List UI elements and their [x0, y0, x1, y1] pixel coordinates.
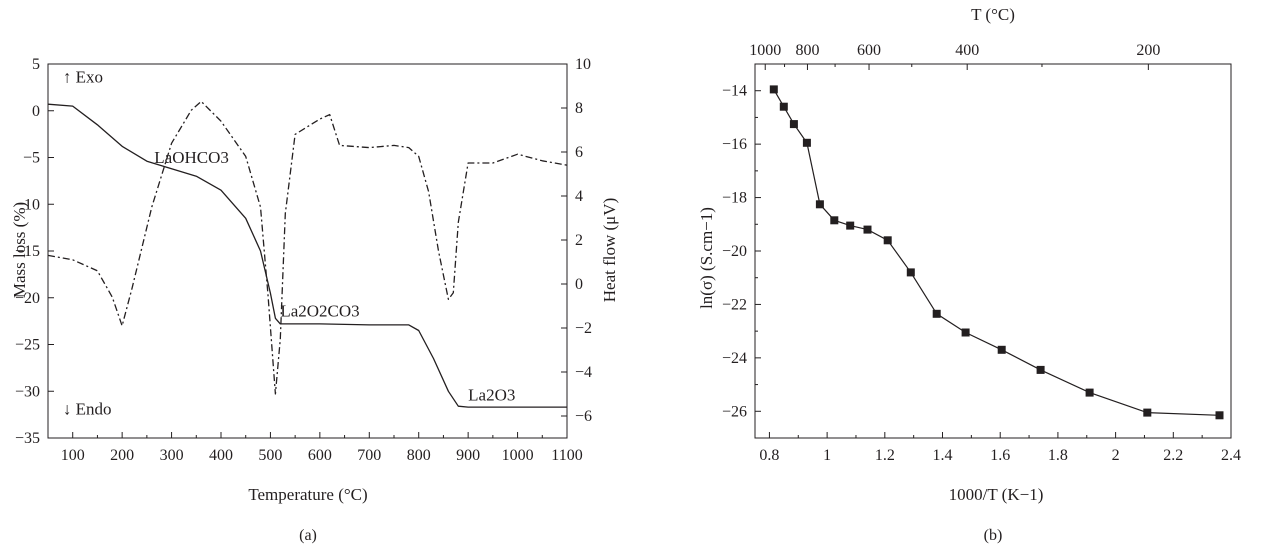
- data-point: [1085, 388, 1094, 397]
- top-tick-label-b: 800: [795, 42, 819, 59]
- y-ticks-right-a: 10 8 6 4 2 0 −2 −4 −6: [561, 56, 592, 425]
- data-point: [863, 225, 872, 234]
- y-tick-label-left-a: −10: [15, 196, 40, 213]
- y-tick-label-left-a: 5: [32, 56, 40, 73]
- x-tick-label-a: 600: [308, 447, 332, 464]
- plot-frame-b: [754, 63, 1232, 439]
- top-tick-label-b: 600: [857, 42, 881, 59]
- x-tick-label-b: 1.8: [1048, 447, 1068, 464]
- data-point: [830, 216, 839, 225]
- y-tick-label-left-a: −30: [15, 383, 40, 400]
- y-tick-label-left-a: −35: [15, 430, 40, 447]
- y-tick-label-right-a: 8: [575, 100, 583, 117]
- annotation-label-a: La2O3: [468, 386, 515, 405]
- y-tick-label-right-a: 2: [575, 232, 583, 249]
- top-tick-label-b: 200: [1136, 42, 1160, 59]
- y-tick-label-left-a: −25: [15, 337, 40, 354]
- y-tick-label-left-a: −15: [15, 243, 40, 260]
- y-axis-label-left-a: Mass loss (%): [10, 202, 29, 298]
- data-point: [932, 309, 941, 318]
- data-point: [883, 236, 892, 245]
- y-tick-label-b: −24: [722, 350, 747, 367]
- y-tick-label-left-a: 0: [32, 103, 40, 120]
- data-point: [1036, 365, 1045, 374]
- series-b: [769, 85, 1224, 420]
- series-a: [47, 100, 568, 408]
- annotation-label-a: LaOHCO3: [154, 148, 229, 167]
- plot-frame-a: [47, 63, 568, 439]
- annotation-label-a: ↑ Exo: [63, 68, 103, 87]
- chart-panel-b: 0.8 1 1.2 1.4 1.6 1.8 2 2.2 2.4 −14−16−18−20−22−…: [697, 5, 1241, 544]
- top-tick-label-b: 400: [955, 42, 979, 59]
- x-tick-label-a: 900: [456, 447, 480, 464]
- y-tick-label-b: −20: [722, 243, 747, 260]
- data-point: [779, 102, 788, 111]
- y-tick-label-right-a: 10: [575, 56, 591, 73]
- top-axis-label-b: T (°C): [971, 5, 1015, 24]
- y-ticks-left-a: 5 0 −5 −10 −15 −20 −25 −30 −35: [15, 56, 54, 447]
- x-tick-label-a: 1000: [502, 447, 534, 464]
- y-tick-label-right-a: −6: [575, 408, 592, 425]
- data-point: [906, 268, 915, 277]
- x-tick-label-a: 300: [160, 447, 184, 464]
- annotation-label-a: ↓ Endo: [63, 400, 112, 419]
- x-tick-label-a: 100: [61, 447, 85, 464]
- y-tick-label-left-a: −20: [15, 290, 40, 307]
- x-tick-label-b: 0.8: [759, 447, 779, 464]
- data-point: [802, 138, 811, 147]
- heat-flow-curve: [47, 100, 568, 395]
- annotations-a: ↑ Exo ↓ Endo LaOHCO3 La2O2CO3 La2O3: [63, 68, 516, 419]
- data-point: [1143, 408, 1152, 417]
- top-ticks-b: 1000 800 600 400 200: [749, 42, 1160, 70]
- y-tick-label-right-a: 6: [575, 144, 583, 161]
- x-ticks-b: 0.8 1 1.2 1.4 1.6 1.8 2 2.2 2.4: [759, 432, 1241, 464]
- data-point: [1215, 411, 1224, 420]
- x-tick-label-a: 1100: [551, 447, 582, 464]
- data-point: [789, 120, 798, 129]
- top-tick-label-b: 1000: [749, 42, 781, 59]
- y-tick-label-right-a: −4: [575, 364, 592, 381]
- y-axis-label-b: ln(σ) (S.cm−1): [697, 207, 716, 309]
- data-point: [769, 85, 778, 94]
- x-tick-label-b: 1: [823, 447, 831, 464]
- x-tick-label-b: 1.2: [875, 447, 895, 464]
- y-tick-label-left-a: −5: [23, 150, 40, 167]
- x-tick-label-b: 2.2: [1163, 447, 1183, 464]
- y-axis-label-right-a: Heat flow (μV): [600, 198, 619, 302]
- x-ticks-a: 100 200 300 400 500 600 700 800 900 1000 1100: [47, 432, 583, 464]
- y-ticks-b: −14 −16 −18 −20 −22 −24 −26: [722, 63, 761, 439]
- x-tick-label-b: 2: [1112, 447, 1120, 464]
- caption-a: (a): [299, 527, 317, 544]
- caption-b: (b): [984, 527, 1003, 544]
- y-tick-label-b: −22: [722, 296, 747, 313]
- annotation-label-a: La2O2CO3: [280, 301, 359, 320]
- mass-loss-curve: [47, 103, 567, 408]
- y-tick-label-b: −18: [722, 190, 747, 207]
- y-tick-label-b: −14: [722, 83, 747, 100]
- y-tick-label-right-a: 4: [575, 188, 583, 205]
- x-tick-label-a: 400: [209, 447, 233, 464]
- data-point: [815, 200, 824, 209]
- chart-panel-a: 100 200 300 400 500 600 700 800 900 1000 1100 50−5…: [10, 56, 619, 544]
- x-tick-label-b: 1.4: [933, 447, 953, 464]
- y-tick-label-b: −16: [722, 136, 747, 153]
- y-tick-label-b: −26: [722, 403, 747, 420]
- x-tick-label-a: 800: [407, 447, 431, 464]
- x-axis-label-a: Temperature (°C): [248, 485, 367, 504]
- y-tick-label-right-a: −2: [575, 320, 592, 337]
- x-tick-label-b: 2.4: [1221, 447, 1241, 464]
- data-point: [846, 221, 855, 230]
- conductivity-line: [773, 89, 1220, 416]
- x-tick-label-a: 200: [110, 447, 134, 464]
- x-tick-label-a: 500: [258, 447, 282, 464]
- x-axis-label-b: 1000/T (K−1): [949, 485, 1044, 504]
- y-tick-label-right-a: 0: [575, 276, 583, 293]
- x-tick-label-b: 1.6: [990, 447, 1010, 464]
- data-point: [961, 328, 970, 337]
- data-point: [997, 345, 1006, 354]
- x-tick-label-a: 700: [357, 447, 381, 464]
